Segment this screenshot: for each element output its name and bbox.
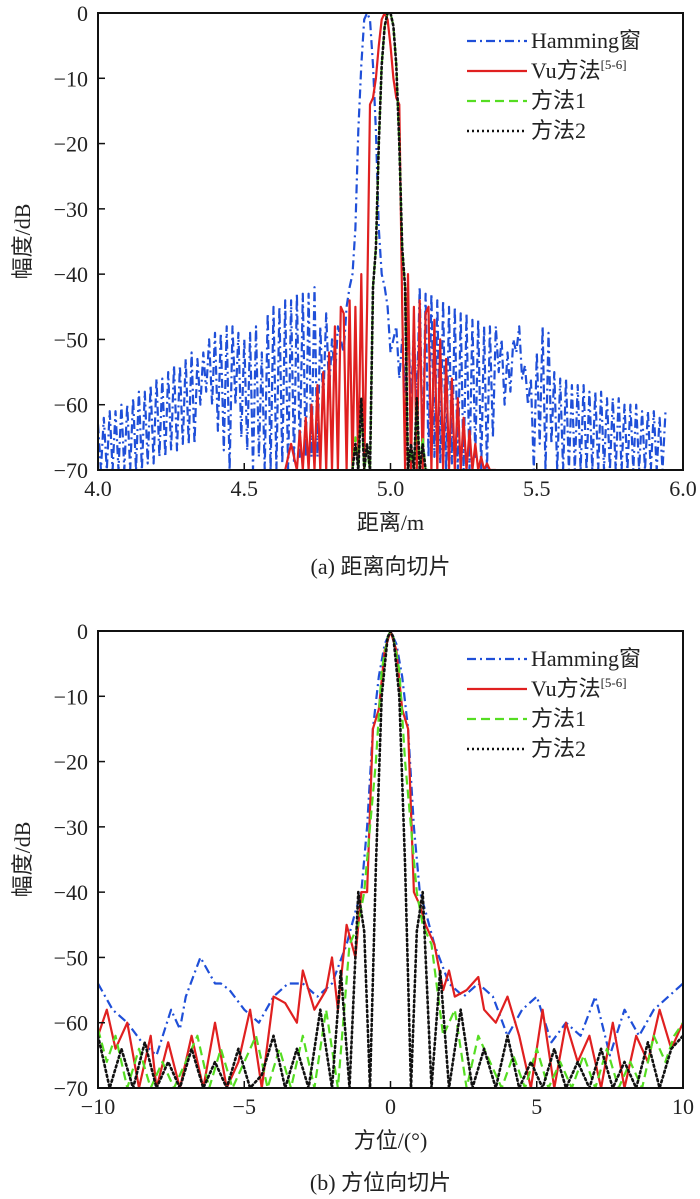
legend-label-2: Vu方法[5-6] bbox=[531, 57, 627, 83]
chart-panel-a: 0 −10 −20 −30 −40 −50 −60 −704.0 4.5 5.0 5.5 6.0 Ha… bbox=[10, 1, 697, 579]
x-tick-label: −10 bbox=[81, 1094, 115, 1119]
x-tick-label: −5 bbox=[233, 1094, 256, 1119]
y-tick-label: −30 bbox=[54, 197, 88, 222]
x-tick-label: 5 bbox=[531, 1094, 542, 1119]
legend-label-3: 方法1 bbox=[531, 88, 586, 113]
y-tick-label: −70 bbox=[54, 458, 88, 483]
legend-a: Hamming窗 Vu方法[5-6] 方法1 方法2 bbox=[467, 28, 641, 143]
y-tick-label: −30 bbox=[54, 815, 88, 840]
legend-label-1: Hamming窗 bbox=[531, 646, 641, 671]
y-tick-label: −10 bbox=[54, 684, 88, 709]
legend-label-4: 方法2 bbox=[531, 736, 586, 761]
caption-a: (a) 距离向切片 bbox=[311, 554, 451, 579]
legend-label-3: 方法1 bbox=[531, 706, 586, 731]
x-axis-label-a: 距离/m bbox=[357, 510, 424, 535]
x-tick-label: 4.5 bbox=[231, 476, 259, 501]
x-tick-label: 5.0 bbox=[377, 476, 405, 501]
y-tick-label: −60 bbox=[54, 1011, 88, 1036]
x-tick-label: 4.0 bbox=[84, 476, 112, 501]
y-tick-label: −40 bbox=[54, 880, 88, 905]
series-line-1 bbox=[98, 13, 667, 470]
x-tick-label: 5.5 bbox=[523, 476, 551, 501]
y-axis-label-a: 幅度/dB bbox=[10, 204, 35, 280]
plot-curves-b bbox=[98, 631, 683, 1088]
series-line-1 bbox=[98, 631, 683, 1057]
series-line-3 bbox=[98, 631, 683, 1088]
y-tick-label: −50 bbox=[54, 945, 88, 970]
axis-ticks-a: 0 −10 −20 −30 −40 −50 −60 −704.0 4.5 5.0 5.5 6.0 bbox=[54, 1, 697, 501]
axis-ticks-b: 0−10−20−30−40−50−60−70−10 −5 0 5 10 bbox=[54, 619, 694, 1119]
series-line-4 bbox=[351, 13, 430, 470]
y-tick-label: −70 bbox=[54, 1076, 88, 1101]
y-tick-label: 0 bbox=[77, 619, 88, 644]
plot-curves-a bbox=[98, 13, 667, 470]
x-tick-label: 10 bbox=[672, 1094, 694, 1119]
y-axis-label-b: 幅度/dB bbox=[10, 822, 35, 898]
x-axis-label-b: 方位/(°) bbox=[354, 1128, 428, 1153]
legend-label-4: 方法2 bbox=[531, 118, 586, 143]
caption-b: (b) 方位向切片 bbox=[310, 1170, 451, 1195]
legend-label-1: Hamming窗 bbox=[531, 28, 641, 53]
series-line-4 bbox=[98, 631, 683, 1088]
y-tick-label: −20 bbox=[54, 132, 88, 157]
y-tick-label: −40 bbox=[54, 262, 88, 287]
x-tick-label: 6.0 bbox=[669, 476, 697, 501]
y-tick-label: −10 bbox=[54, 66, 88, 91]
y-tick-label: −50 bbox=[54, 327, 88, 352]
x-tick-label: 0 bbox=[385, 1094, 396, 1119]
series-line-2 bbox=[284, 13, 496, 470]
legend-label-2: Vu方法[5-6] bbox=[531, 675, 627, 701]
legend-b: Hamming窗 Vu方法[5-6] 方法1 方法2 bbox=[467, 646, 641, 761]
chart-panel-b: 0−10−20−30−40−50−60−70−10 −5 0 5 10 Hamming窗… bbox=[10, 619, 694, 1195]
y-tick-label: −20 bbox=[54, 750, 88, 775]
y-tick-label: 0 bbox=[77, 1, 88, 26]
y-tick-label: −60 bbox=[54, 393, 88, 418]
